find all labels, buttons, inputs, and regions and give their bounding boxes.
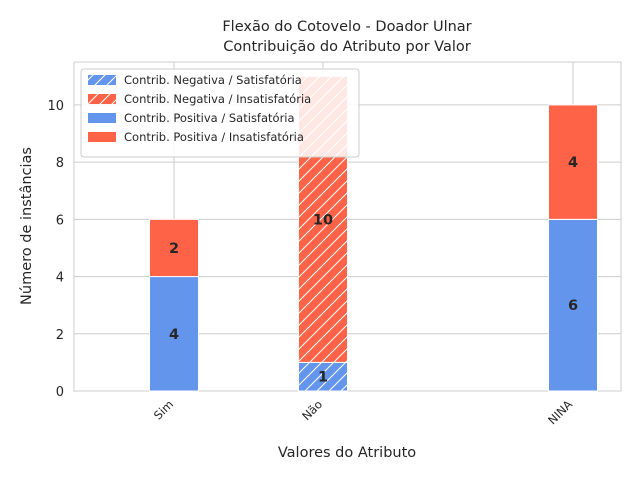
bar-nina-series-2: [548, 218, 598, 392]
data-label: 10: [313, 212, 333, 228]
x-axis-label: Valores do Atributo: [278, 445, 416, 461]
legend-box: [80, 68, 360, 158]
chart-title-line2: Contribuição do Atributo por Valor: [223, 39, 470, 55]
legend-swatch: [88, 132, 116, 142]
data-label: 4: [169, 327, 179, 343]
legend-entry: Contrib. Positiva / Insatisfatória: [124, 130, 304, 144]
y-axis-label: Número de instâncias: [19, 147, 35, 305]
legend-entry: Contrib. Negativa / Satisfatória: [124, 73, 302, 87]
data-label: 1: [318, 370, 328, 386]
legend: Contrib. Negativa / Satisfatória Contrib.…: [80, 68, 360, 158]
legend-swatch: [88, 75, 116, 85]
y-tick-label: 4: [56, 271, 64, 286]
y-tick-label: 8: [56, 156, 64, 171]
legend-entry: Contrib. Negativa / Insatisfatória: [124, 92, 311, 106]
data-labels: 4 2 1 10 6 4: [169, 155, 578, 386]
bar-sim-series-2: [149, 276, 199, 392]
legend-swatch: [88, 113, 116, 123]
x-tick-label: Sim: [151, 397, 176, 422]
data-label: 4: [568, 155, 578, 171]
data-label: 6: [568, 298, 578, 314]
bar-nina-series-3: [548, 104, 598, 220]
legend-entry: Contrib. Positiva / Satisfatória: [124, 111, 295, 125]
chart-title-line1: Flexão do Cotovelo - Doador Ulnar: [222, 19, 471, 35]
x-tick-label: Não: [299, 397, 325, 423]
y-tick-label: 6: [56, 213, 64, 228]
bar-sim-series-3: [149, 218, 199, 278]
y-tick-label: 2: [56, 328, 64, 343]
data-label: 2: [169, 241, 179, 257]
legend-swatch: [88, 94, 116, 104]
y-tick-label: 10: [47, 99, 64, 114]
y-tick-label: 0: [56, 385, 64, 400]
x-tick-label: NINA: [545, 397, 575, 427]
